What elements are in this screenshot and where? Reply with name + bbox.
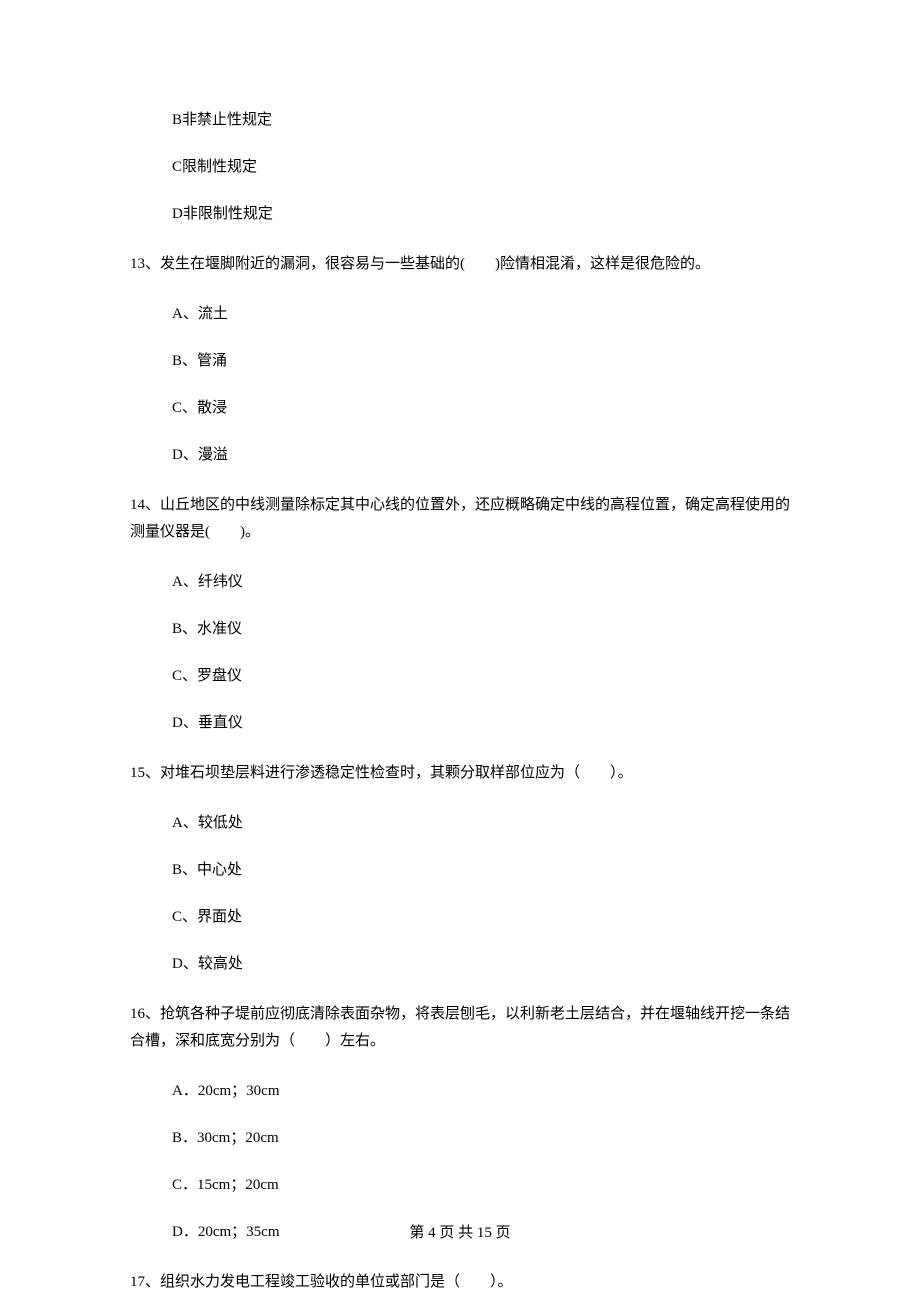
- option-text: C、界面处: [172, 907, 790, 928]
- question-stem: 14、山丘地区的中线测量除标定其中心线的位置外，还应概略确定中线的高程位置，确定…: [130, 492, 790, 546]
- option-text: A、纤纬仪: [172, 572, 790, 593]
- page-footer: 第 4 页 共 15 页: [0, 1221, 920, 1242]
- option-text: D、漫溢: [172, 445, 790, 466]
- option-text: B非禁止性规定: [172, 110, 790, 131]
- option-text: C、罗盘仪: [172, 666, 790, 687]
- option-text: D非限制性规定: [172, 204, 790, 225]
- option-text: B．30cm；20cm: [172, 1128, 790, 1149]
- option-text: C限制性规定: [172, 157, 790, 178]
- option-text: C、散浸: [172, 398, 790, 419]
- option-text: A、较低处: [172, 813, 790, 834]
- option-text: D、垂直仪: [172, 713, 790, 734]
- question-stem: 13、发生在堰脚附近的漏洞，很容易与一些基础的( )险情相混淆，这样是很危险的。: [130, 251, 790, 278]
- option-text: B、水准仪: [172, 619, 790, 640]
- option-text: B、管涌: [172, 351, 790, 372]
- option-text: A、流土: [172, 304, 790, 325]
- document-page: B非禁止性规定 C限制性规定 D非限制性规定 13、发生在堰脚附近的漏洞，很容易…: [0, 0, 920, 1296]
- option-text: B、中心处: [172, 860, 790, 881]
- question-stem: 15、对堆石坝垫层料进行渗透稳定性检查时，其颗分取样部位应为（ ）。: [130, 760, 790, 787]
- option-text: D、较高处: [172, 954, 790, 975]
- question-stem: 17、组织水力发电工程竣工验收的单位或部门是（ ）。: [130, 1269, 790, 1296]
- option-text: A．20cm；30cm: [172, 1081, 790, 1102]
- question-stem: 16、抢筑各种子堤前应彻底清除表面杂物，将表层刨毛，以利新老土层结合，并在堰轴线…: [130, 1001, 790, 1055]
- option-text: C．15cm；20cm: [172, 1175, 790, 1196]
